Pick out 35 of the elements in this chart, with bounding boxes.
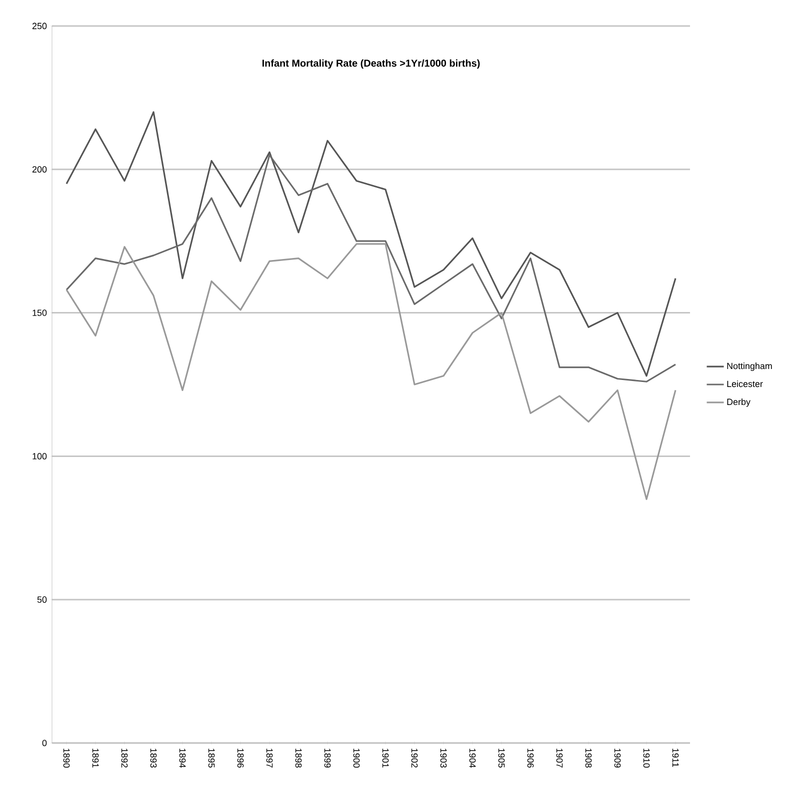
y-tick-label: 0: [42, 740, 47, 746]
x-tick-label: 1906: [527, 748, 534, 768]
line-series: [66, 154, 676, 382]
y-tick-label: 100: [32, 453, 47, 460]
x-tick-label: 1909: [614, 748, 621, 768]
x-tick-label: 1894: [179, 748, 186, 768]
x-tick-label: 1904: [469, 748, 476, 768]
line-series: [66, 111, 676, 377]
x-tick-label: 1896: [237, 748, 244, 768]
y-tick-label: 250: [32, 22, 47, 30]
x-tick-label: 1895: [208, 748, 215, 768]
legend-label: Leicester: [727, 380, 763, 388]
x-tick-label: 1899: [324, 748, 331, 768]
x-tick-label: 1901: [382, 748, 389, 768]
x-tick-label: 1897: [266, 748, 273, 768]
x-tick-label: 1892: [121, 748, 128, 768]
x-tick-label: 1898: [295, 748, 302, 768]
legend-label: Derby: [727, 398, 750, 407]
x-tick-label: 1908: [585, 748, 592, 768]
x-tick-label: 1900: [353, 748, 360, 768]
text: Infant Mortality Rate (Deaths >1Yr/1000 births): [262, 59, 480, 69]
x-tick-label: 1911: [672, 748, 679, 767]
x-tick-label: 1905: [498, 748, 505, 768]
x-tick-label: 1890: [63, 748, 70, 768]
y-tick-label: 200: [32, 166, 47, 173]
x-tick-label: 1902: [411, 748, 418, 768]
x-tick-label: 1893: [150, 748, 157, 768]
x-tick-label: 1891: [92, 748, 99, 768]
legend-label: Nottingham: [727, 362, 772, 371]
y-tick-label: 50: [37, 596, 47, 603]
x-tick-label: 1910: [643, 748, 650, 768]
line-series: [66, 243, 676, 500]
x-tick-label: 1903: [440, 748, 447, 768]
x-tick-label: 1907: [556, 748, 563, 768]
y-tick-label: 150: [32, 310, 47, 316]
